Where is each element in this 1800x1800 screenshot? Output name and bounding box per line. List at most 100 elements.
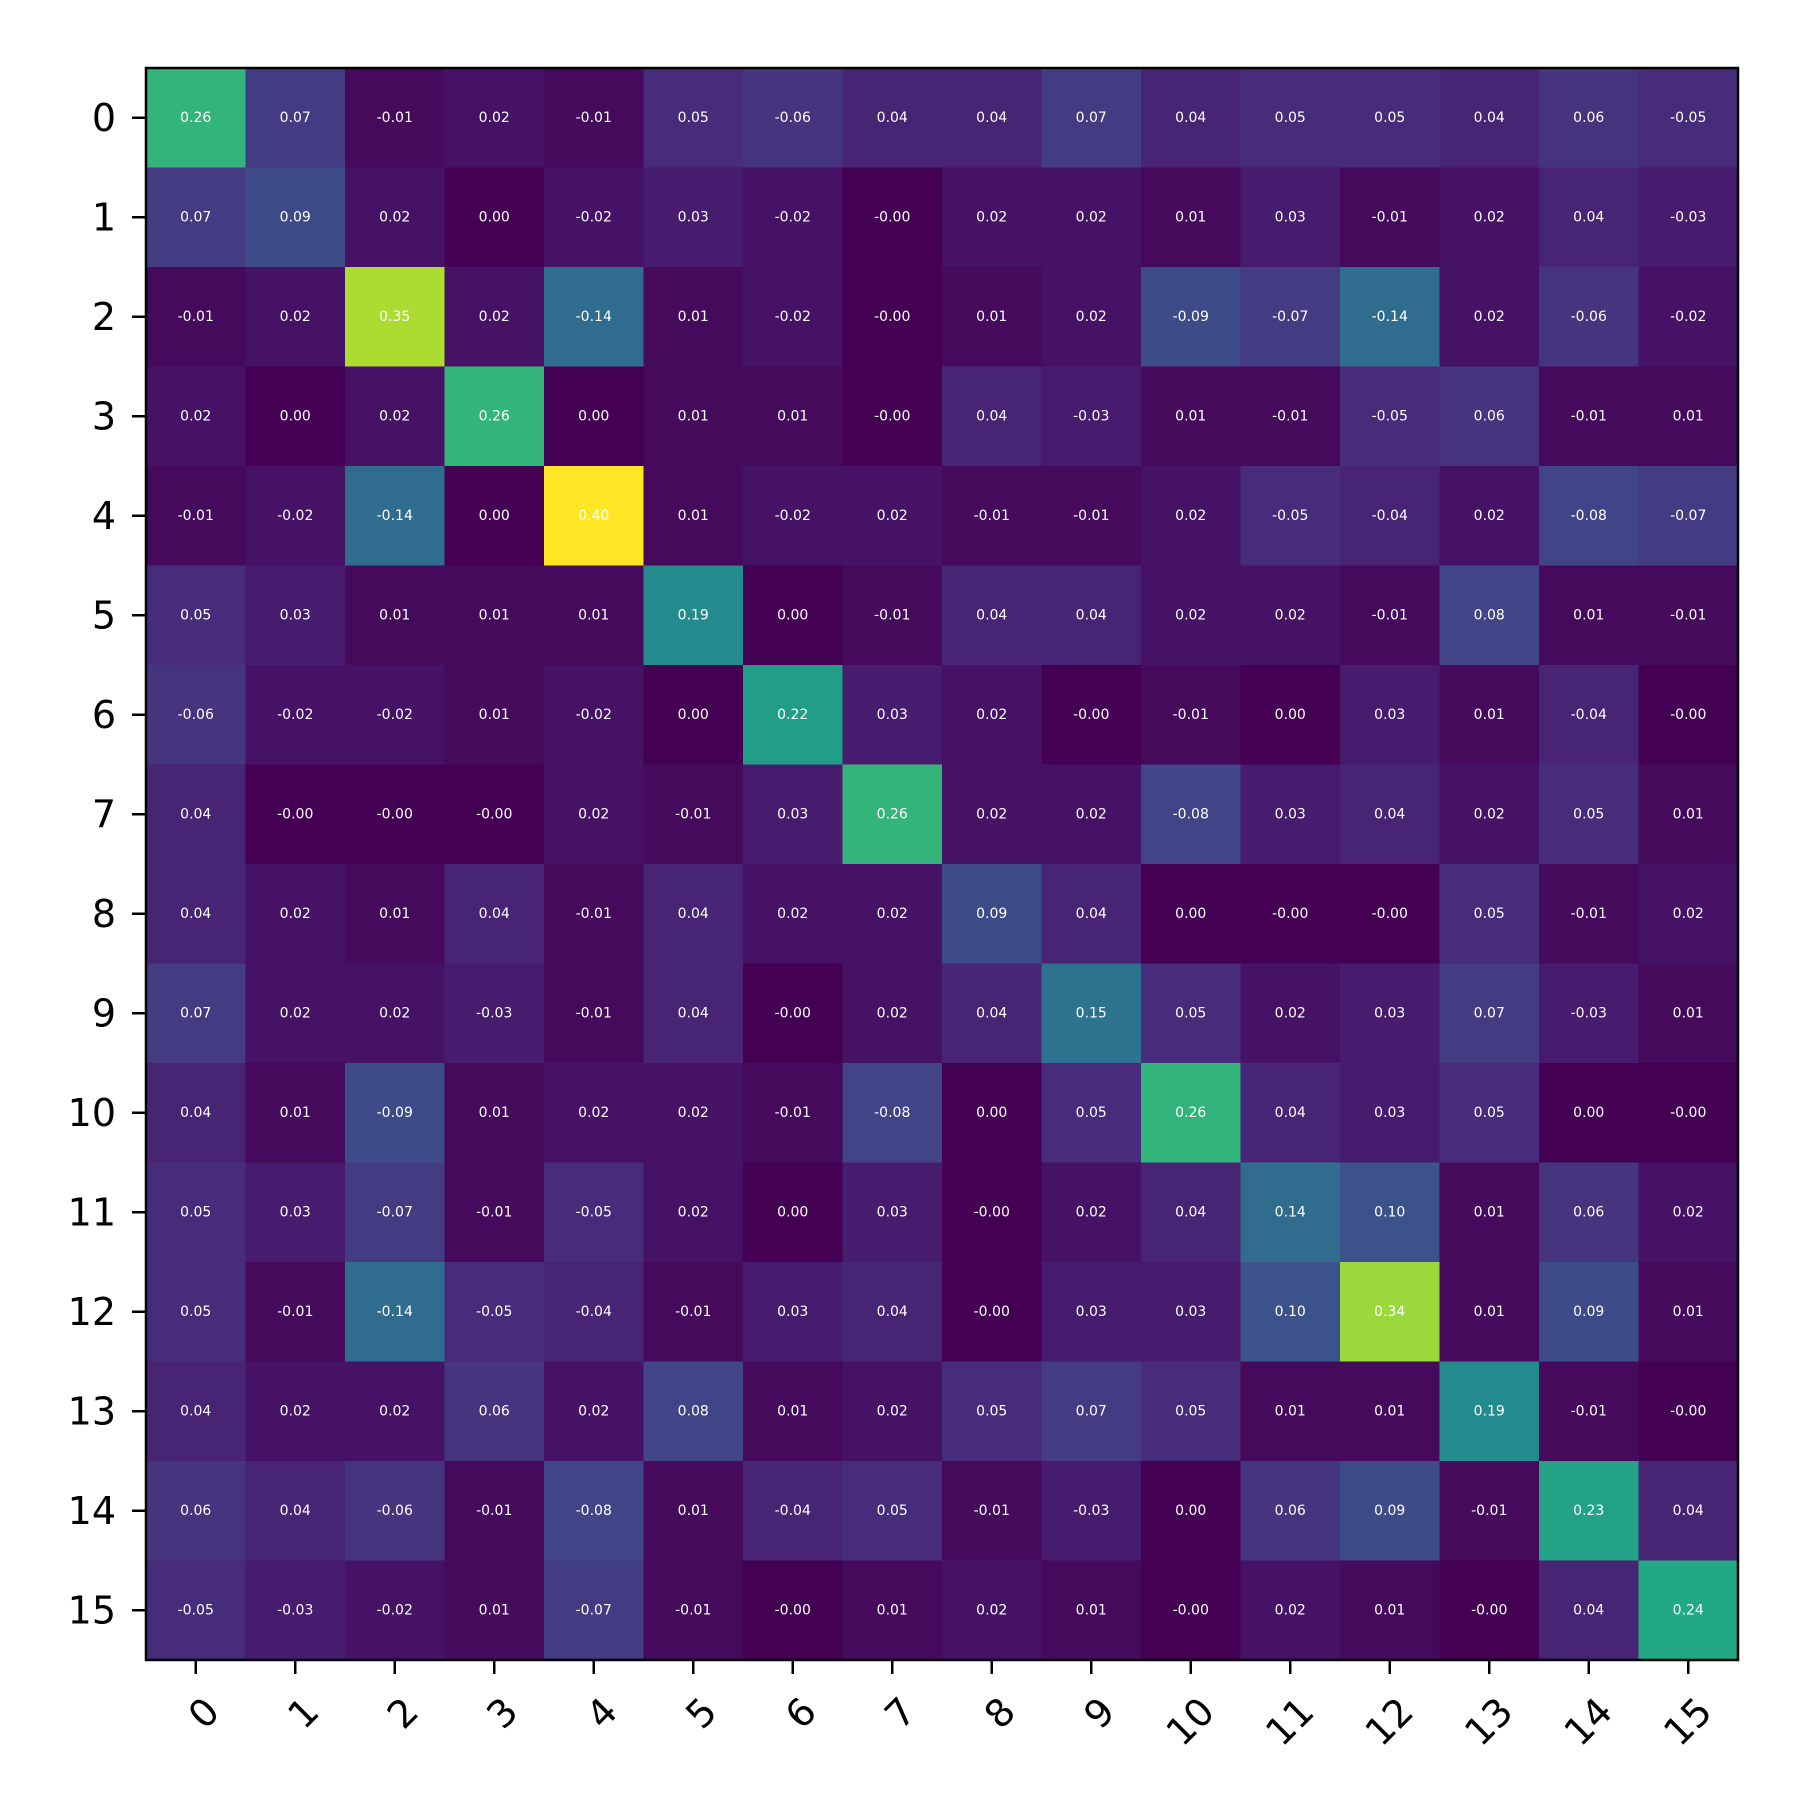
heatmap-cell-1-7 xyxy=(842,167,943,268)
heatmap-cell-13-1 xyxy=(245,1361,346,1462)
cell-value-label-12-5: -0.01 xyxy=(675,1304,711,1320)
cell-value-label-13-2: 0.02 xyxy=(379,1403,410,1419)
cell-value-label-11-7: 0.03 xyxy=(877,1204,908,1220)
cell-value-label-2-14: -0.06 xyxy=(1571,309,1607,325)
heatmap-cell-0-4 xyxy=(544,68,645,169)
cell-value-label-3-3: 0.26 xyxy=(479,408,510,424)
x-tick-label-12: 12 xyxy=(1357,1689,1422,1754)
cell-value-label-1-11: 0.03 xyxy=(1275,209,1306,225)
heatmap-cell-4-1 xyxy=(245,466,346,567)
cell-value-label-2-1: 0.02 xyxy=(280,309,311,325)
cell-value-label-1-12: -0.01 xyxy=(1372,209,1408,225)
heatmap-cell-11-13 xyxy=(1439,1162,1540,1263)
heatmap-cell-0-6 xyxy=(743,68,844,169)
cell-value-label-3-10: 0.01 xyxy=(1175,408,1206,424)
heatmap-cell-14-3 xyxy=(444,1461,545,1562)
heatmap-cell-9-11 xyxy=(1240,963,1341,1064)
cell-value-label-15-9: 0.01 xyxy=(1076,1602,1107,1618)
heatmap-cell-8-8 xyxy=(942,864,1043,965)
cell-value-label-3-14: -0.01 xyxy=(1571,408,1607,424)
heatmap-cell-14-8 xyxy=(942,1461,1043,1562)
cell-value-label-10-8: 0.00 xyxy=(976,1105,1007,1121)
y-tick-label-13: 13 xyxy=(68,1389,116,1433)
cell-value-label-9-4: -0.01 xyxy=(576,1005,612,1021)
heatmap-cell-9-0 xyxy=(146,963,247,1064)
heatmap-cell-1-10 xyxy=(1141,167,1242,268)
heatmap-cell-2-9 xyxy=(1041,267,1142,368)
heatmap-cell-7-15 xyxy=(1638,764,1739,865)
heatmap-cell-14-2 xyxy=(345,1461,446,1562)
cell-value-label-13-14: -0.01 xyxy=(1571,1403,1607,1419)
cell-value-label-2-5: 0.01 xyxy=(678,309,709,325)
heatmap-cell-8-2 xyxy=(345,864,446,965)
heatmap-cell-6-13 xyxy=(1439,665,1540,766)
x-tick-label-5: 5 xyxy=(677,1689,725,1737)
cell-value-label-1-2: 0.02 xyxy=(379,209,410,225)
heatmap-cell-5-11 xyxy=(1240,565,1341,666)
heatmap-cell-3-1 xyxy=(245,366,346,467)
x-tick-label-0: 0 xyxy=(180,1689,228,1737)
heatmap-cell-15-3 xyxy=(444,1560,545,1661)
cell-value-label-13-4: 0.02 xyxy=(578,1403,609,1419)
heatmap-cell-5-13 xyxy=(1439,565,1540,666)
heatmap-cell-15-0 xyxy=(146,1560,247,1661)
cell-value-label-10-7: -0.08 xyxy=(874,1105,910,1121)
heatmap-cell-13-10 xyxy=(1141,1361,1242,1462)
heatmap-cell-6-4 xyxy=(544,665,645,766)
cell-value-label-5-6: 0.00 xyxy=(777,607,808,623)
y-tick-label-15: 15 xyxy=(68,1588,116,1632)
cell-value-label-13-3: 0.06 xyxy=(479,1403,510,1419)
heatmap-cell-9-10 xyxy=(1141,963,1242,1064)
heatmap-cell-4-10 xyxy=(1141,466,1242,567)
cell-value-label-2-7: -0.00 xyxy=(874,309,910,325)
cell-value-label-0-6: -0.06 xyxy=(775,110,811,126)
cell-value-label-8-11: -0.00 xyxy=(1272,906,1308,922)
cell-value-label-15-11: 0.02 xyxy=(1275,1602,1306,1618)
heatmap-cell-7-7 xyxy=(842,764,943,865)
cell-value-label-5-8: 0.04 xyxy=(976,607,1007,623)
cell-value-label-12-1: -0.01 xyxy=(277,1304,313,1320)
cell-value-label-12-6: 0.03 xyxy=(777,1304,808,1320)
heatmap-cell-11-10 xyxy=(1141,1162,1242,1263)
heatmap-cell-10-7 xyxy=(842,1063,943,1164)
heatmap-cell-8-11 xyxy=(1240,864,1341,965)
cell-value-label-7-8: 0.02 xyxy=(976,806,1007,822)
cell-value-label-6-2: -0.02 xyxy=(377,707,413,723)
heatmap-cell-5-10 xyxy=(1141,565,1242,666)
cell-value-label-13-6: 0.01 xyxy=(777,1403,808,1419)
cell-value-label-7-12: 0.04 xyxy=(1374,806,1405,822)
heatmap-cell-0-14 xyxy=(1539,68,1640,169)
cell-value-label-9-0: 0.07 xyxy=(180,1005,211,1021)
cell-value-label-5-9: 0.04 xyxy=(1076,607,1107,623)
cell-value-label-11-2: -0.07 xyxy=(377,1204,413,1220)
cell-value-label-11-3: -0.01 xyxy=(476,1204,512,1220)
cell-value-label-4-1: -0.02 xyxy=(277,508,313,524)
cell-value-label-5-1: 0.03 xyxy=(280,607,311,623)
heatmap-cell-9-7 xyxy=(842,963,943,1064)
cell-value-label-7-4: 0.02 xyxy=(578,806,609,822)
heatmap-cell-5-8 xyxy=(942,565,1043,666)
cell-value-label-9-8: 0.04 xyxy=(976,1005,1007,1021)
cell-value-label-9-9: 0.15 xyxy=(1076,1005,1107,1021)
cell-value-label-7-7: 0.26 xyxy=(877,806,908,822)
cell-value-label-4-3: 0.00 xyxy=(479,508,510,524)
heatmap-cell-15-12 xyxy=(1340,1560,1441,1661)
heatmap-cell-15-9 xyxy=(1041,1560,1142,1661)
cell-value-label-14-8: -0.01 xyxy=(974,1503,1010,1519)
heatmap-cell-13-14 xyxy=(1539,1361,1640,1462)
heatmap-cell-10-4 xyxy=(544,1063,645,1164)
cell-value-label-10-15: -0.00 xyxy=(1670,1105,1706,1121)
cell-value-label-2-12: -0.14 xyxy=(1372,309,1408,325)
heatmap-cell-4-2 xyxy=(345,466,446,567)
x-tick-label-9: 9 xyxy=(1075,1689,1123,1737)
cell-value-label-10-1: 0.01 xyxy=(280,1105,311,1121)
cell-value-label-10-13: 0.05 xyxy=(1474,1105,1505,1121)
heatmap-cell-14-6 xyxy=(743,1461,844,1562)
cell-value-label-15-13: -0.00 xyxy=(1471,1602,1507,1618)
heatmap-cell-4-8 xyxy=(942,466,1043,567)
heatmap-cell-6-5 xyxy=(643,665,744,766)
heatmap-cell-7-0 xyxy=(146,764,247,865)
heatmap-cell-11-11 xyxy=(1240,1162,1341,1263)
cell-value-label-7-1: -0.00 xyxy=(277,806,313,822)
